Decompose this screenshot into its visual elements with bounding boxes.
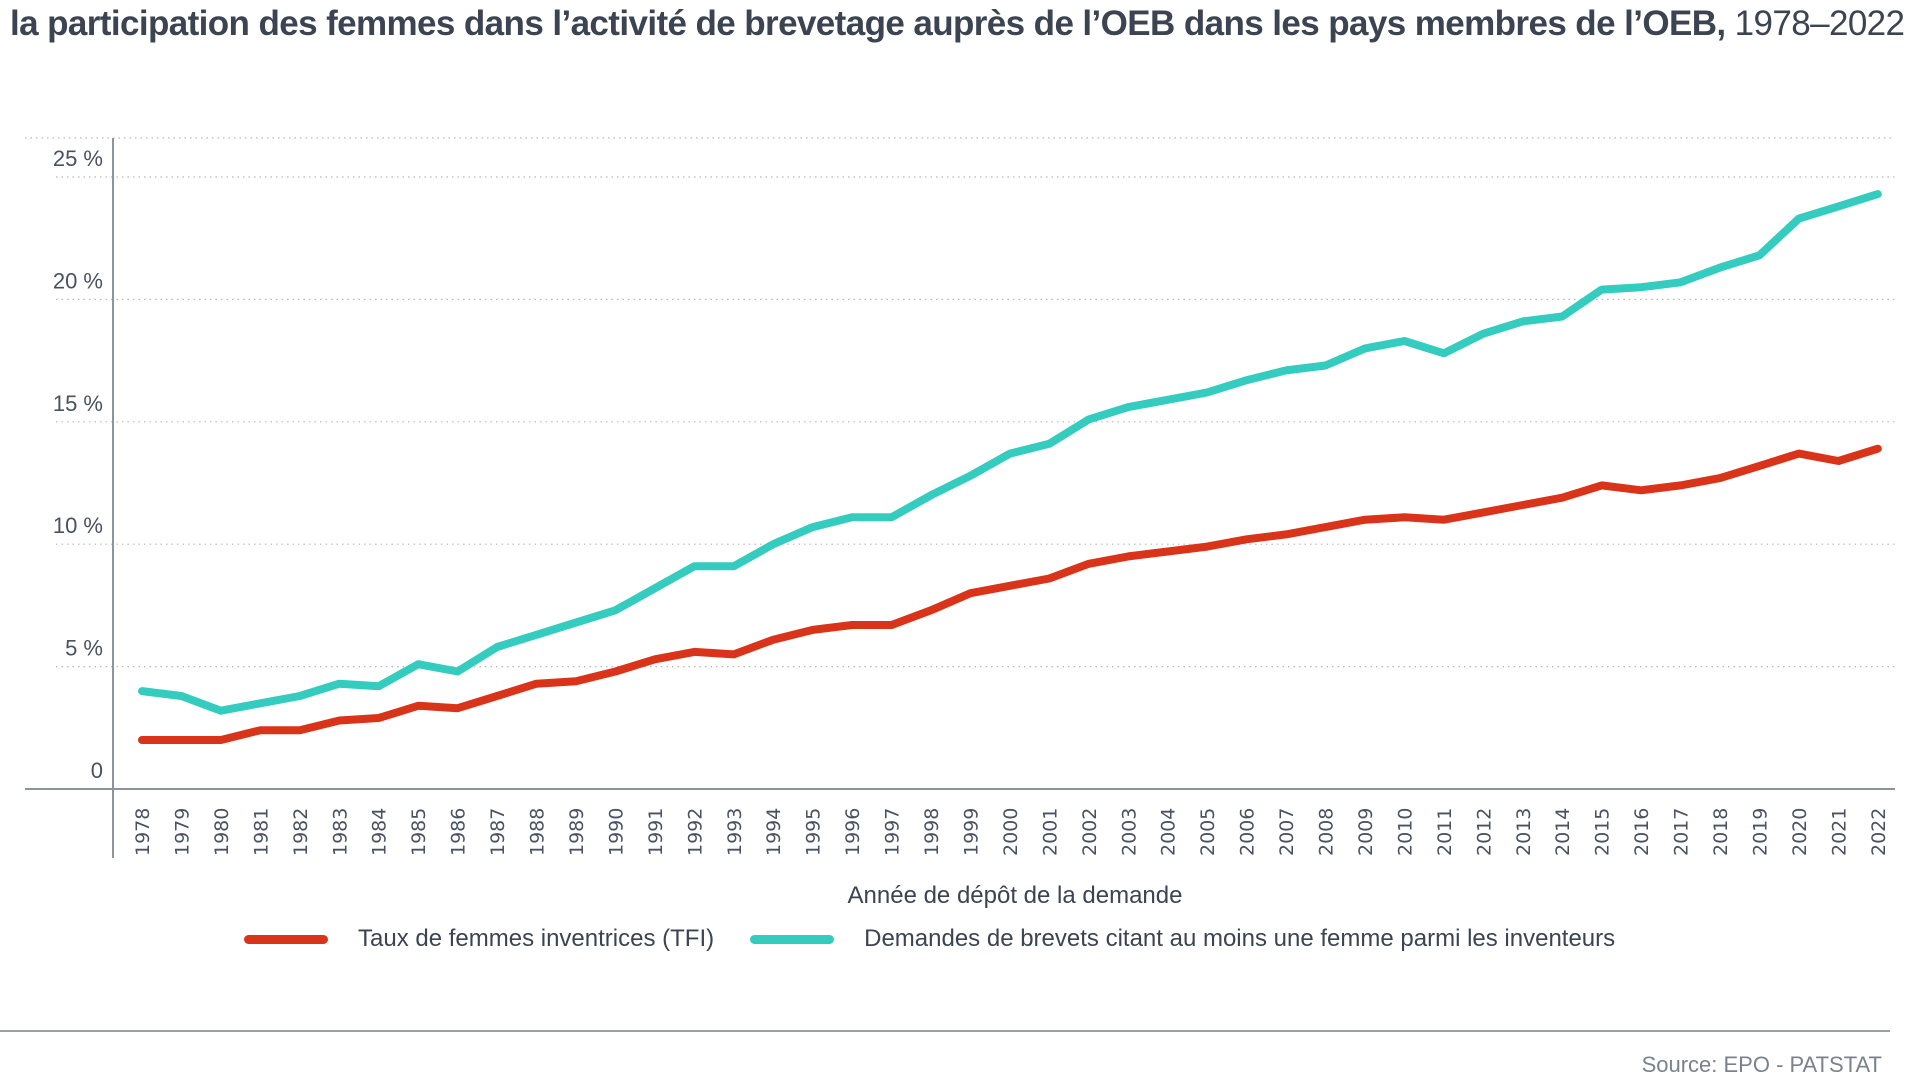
y-tick-label: 0 — [91, 758, 103, 783]
x-tick-label: 2013 — [1513, 808, 1535, 856]
x-tick-label: 2014 — [1552, 808, 1574, 856]
x-tick-label: 1980 — [211, 808, 233, 856]
x-tick-label: 1979 — [171, 808, 193, 856]
x-tick-label: 1995 — [803, 808, 825, 856]
x-tick-label: 2016 — [1631, 808, 1653, 856]
y-tick-label: 25 % — [53, 146, 103, 171]
x-tick-label: 2021 — [1828, 808, 1850, 856]
x-tick-label: 1997 — [882, 808, 904, 856]
chart-title-main: la participation des femmes dans l’activ… — [10, 4, 1726, 43]
x-tick-label: 1987 — [487, 808, 509, 856]
x-tick-label: 2017 — [1671, 808, 1693, 856]
x-tick-label: 1982 — [290, 808, 312, 856]
axes — [25, 138, 1895, 858]
footer-divider — [0, 1030, 1890, 1032]
x-tick-label: 1989 — [566, 808, 588, 856]
x-tick-label: 1981 — [250, 808, 272, 856]
chart-title-years: 1978–2022 — [1725, 4, 1905, 43]
x-tick-label: 2009 — [1355, 808, 1377, 856]
series-line-demandes — [138, 190, 1882, 715]
x-tick-label: 1985 — [408, 808, 430, 856]
x-tick-label: 1996 — [842, 808, 864, 856]
x-tick-label: 2022 — [1868, 808, 1890, 856]
x-tick-label: 2015 — [1592, 808, 1614, 856]
x-tick-label: 1983 — [329, 808, 351, 856]
x-tick-label: 2011 — [1434, 808, 1456, 856]
x-axis-ticks: 1978 1979 1980 1981 1982 1983 1984 1985 1986 1987… — [132, 808, 1890, 856]
legend-swatch-demandes — [750, 934, 835, 944]
x-tick-label: 1990 — [605, 808, 627, 856]
x-tick-label: 2019 — [1749, 808, 1771, 856]
x-tick-label: 1992 — [684, 808, 706, 856]
x-tick-label: 1999 — [960, 808, 982, 856]
x-tick-label: 1998 — [921, 808, 943, 856]
x-tick-label: 2005 — [1197, 808, 1219, 856]
x-tick-label: 1991 — [645, 808, 667, 856]
y-tick-label: 5 % — [65, 636, 103, 661]
y-tick-label: 15 % — [53, 391, 103, 416]
legend-label-tfi: Taux de femmes inventrices (TFI) — [358, 925, 715, 952]
x-tick-label: 2007 — [1276, 808, 1298, 856]
x-tick-label: 1994 — [763, 808, 785, 856]
x-tick-label: 2001 — [1039, 808, 1061, 856]
x-tick-label: 1988 — [527, 808, 549, 856]
series-line-tfi — [138, 444, 1882, 744]
x-tick-label: 2002 — [1079, 808, 1101, 856]
x-tick-label: 2004 — [1158, 808, 1180, 856]
x-axis-title: Année de dépôt de la demande — [847, 882, 1183, 909]
x-tick-label: 2020 — [1789, 808, 1811, 856]
y-tick-label: 20 % — [53, 268, 103, 293]
x-tick-label: 2003 — [1118, 808, 1140, 856]
legend-swatch-tfi — [244, 934, 328, 944]
chart-title: la participation des femmes dans l’activ… — [10, 4, 1905, 44]
line-chart: 0 5 % 10 % 15 % 20 % 25 % 1978 1979 1980 1981 198… — [25, 137, 1895, 858]
legend-label-demandes: Demandes de brevets citant au moins une … — [864, 925, 1616, 952]
legend: Taux de femmes inventrices (TFI) Demande… — [244, 925, 1651, 953]
x-tick-label: 1986 — [448, 808, 470, 856]
series-lines — [138, 190, 1882, 744]
x-tick-label: 2018 — [1710, 808, 1732, 856]
x-tick-label: 2006 — [1237, 808, 1259, 856]
x-tick-label: 1978 — [132, 808, 154, 856]
x-tick-label: 2008 — [1316, 808, 1338, 856]
x-tick-label: 1984 — [369, 808, 391, 856]
x-tick-label: 2000 — [1000, 808, 1022, 856]
source-note: Source: EPO - PATSTAT — [1641, 1052, 1882, 1077]
x-tick-label: 1993 — [724, 808, 746, 856]
legend-item-demandes[interactable]: Demandes de brevets citant au moins une … — [750, 925, 1615, 953]
y-axis-ticks: 0 5 % 10 % 15 % 20 % 25 % — [53, 146, 103, 783]
gridlines — [25, 137, 1895, 668]
x-tick-label: 2010 — [1394, 808, 1416, 856]
x-tick-label: 2012 — [1473, 808, 1495, 856]
legend-item-tfi[interactable]: Taux de femmes inventrices (TFI) — [244, 925, 714, 953]
y-tick-label: 10 % — [53, 513, 103, 538]
